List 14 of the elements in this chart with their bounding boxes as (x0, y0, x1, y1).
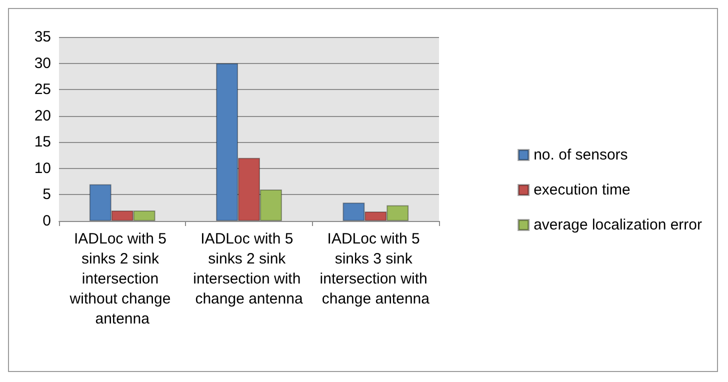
y-tick-label: 25 (34, 81, 51, 98)
y-tick-label: 0 (42, 212, 51, 230)
legend-label: execution time (534, 182, 630, 198)
legend-label: no. of sensors (534, 146, 628, 164)
y-tick-label: 20 (34, 107, 51, 124)
y-tick-label: 35 (34, 28, 51, 46)
x-tick-label: IADLoc with 5 sinks 2 sink intersection without change antenna (68, 230, 175, 328)
legend-label: average localization error (534, 216, 702, 234)
y-tick-label: 30 (34, 54, 51, 72)
y-tick-label: 10 (34, 160, 51, 177)
y-tick-label: 5 (42, 186, 51, 204)
x-tick-label: IADLoc with 5 sinks 2 sink intersection with change antenna (193, 230, 305, 308)
y-tick-label: 15 (34, 134, 51, 151)
x-tick-label: IADLoc with 5 sinks 3 sink intersection with change antenna (320, 230, 432, 308)
